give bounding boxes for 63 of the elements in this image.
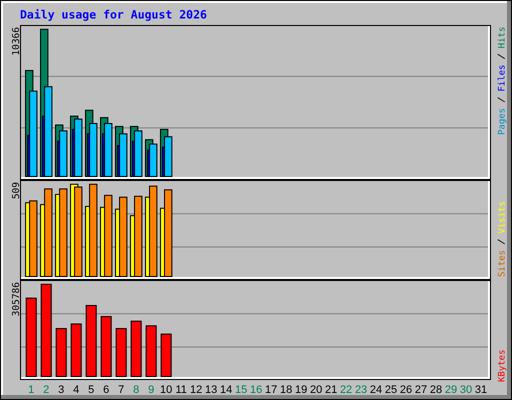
x-tick-label: 4	[73, 384, 80, 396]
x-tick-label: 5	[88, 384, 94, 396]
x-tick-label: 14	[220, 384, 232, 396]
x-tick-label: 12	[190, 384, 202, 396]
bar	[146, 325, 157, 377]
bar	[56, 328, 67, 377]
x-tick-label: 9	[148, 384, 154, 396]
x-tick-label: 29	[444, 384, 458, 396]
bar	[130, 320, 142, 377]
annotation: 509	[11, 182, 22, 200]
x-tick-label: 7	[118, 384, 124, 396]
legend-label: Files	[498, 64, 508, 92]
x-tick-label: 22	[340, 384, 352, 396]
bar	[104, 194, 112, 277]
bar	[86, 305, 97, 377]
x-tick-label: 11	[175, 384, 187, 396]
bar	[160, 334, 172, 377]
annotation: 305786	[11, 282, 22, 316]
bar	[134, 196, 142, 277]
x-tick-label: 3	[58, 384, 64, 396]
bar	[74, 118, 82, 177]
annotation: 10366	[11, 26, 22, 56]
x-tick-label: 2	[43, 384, 50, 396]
bar	[74, 186, 82, 277]
x-tick-label: 23	[354, 384, 368, 396]
x-tick-label: 18	[280, 384, 292, 396]
x-tick-label: 25	[384, 384, 398, 396]
chart-title: Daily usage for August 2026	[20, 8, 208, 22]
x-tick-label: 26	[400, 384, 412, 396]
bar	[119, 196, 128, 277]
x-tick-label: 20	[310, 384, 322, 396]
x-tick-label: 31	[474, 384, 488, 396]
x-tick-label: 28	[430, 384, 442, 396]
x-tick-label: 19	[294, 384, 308, 396]
legend-label: Sites	[498, 250, 508, 277]
bar	[134, 130, 142, 177]
x-tick-label: 24	[370, 384, 382, 396]
bar	[40, 284, 52, 377]
x-tick-label: 21	[324, 384, 338, 396]
x-tick-label: 8	[133, 384, 140, 396]
x-tick-label: 16	[250, 384, 262, 396]
text: Hits	[498, 26, 508, 48]
legend-label: Pages	[498, 108, 508, 135]
bar	[44, 188, 52, 277]
bar	[116, 328, 127, 377]
x-tick-label: 30	[460, 384, 472, 396]
x-tick-label: 17	[264, 384, 278, 396]
text: Visits	[498, 201, 508, 234]
x-tick-label: 1	[28, 384, 34, 396]
bar	[59, 188, 68, 277]
bar	[100, 316, 112, 377]
x-tick-label: 27	[414, 384, 428, 396]
x-tick-label: 10	[160, 384, 172, 396]
bar	[29, 200, 38, 277]
x-tick-label: 6	[103, 384, 110, 396]
bar	[26, 298, 37, 377]
bar	[70, 323, 82, 377]
x-tick-label: 13	[205, 384, 218, 396]
bar	[89, 184, 98, 277]
bar	[164, 189, 172, 277]
x-tick-label: 15	[235, 384, 248, 396]
text: KBytes	[498, 349, 508, 382]
bar	[149, 186, 158, 277]
